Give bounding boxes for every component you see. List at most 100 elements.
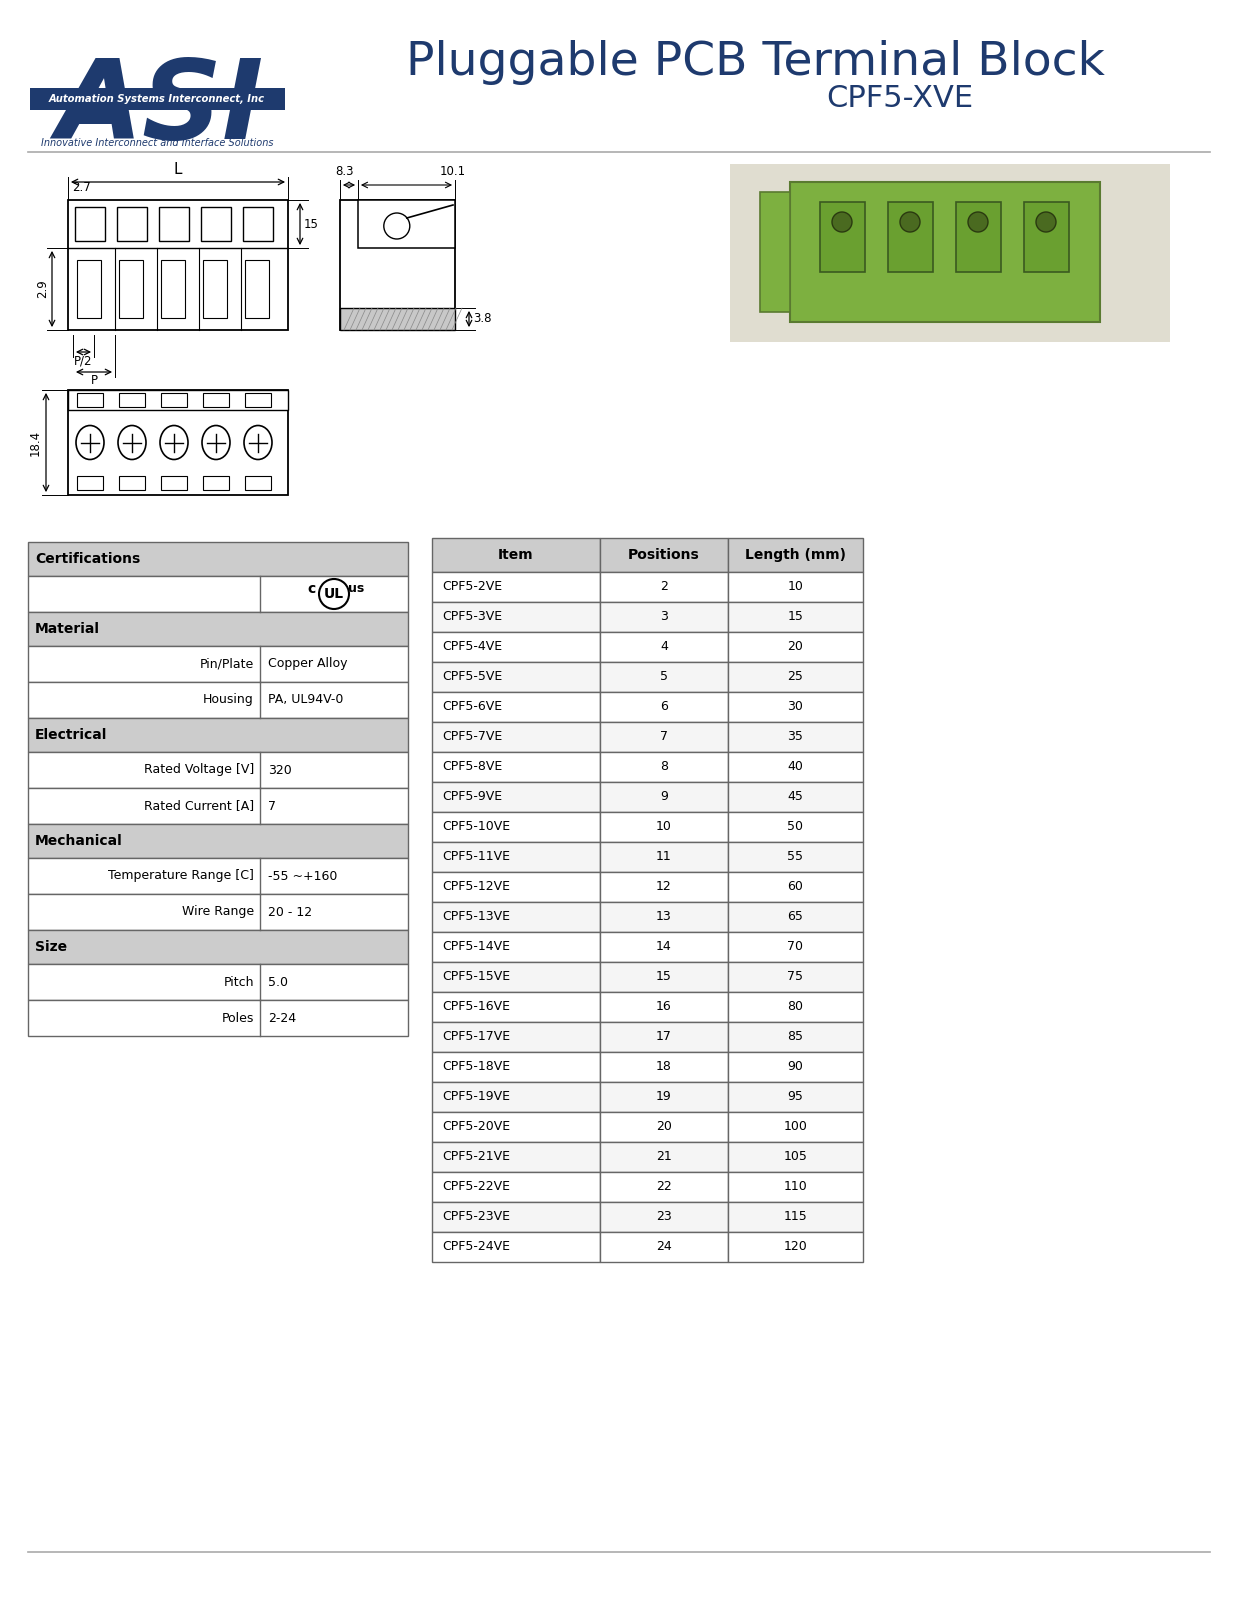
Text: 40: 40: [788, 760, 804, 773]
Bar: [68, 200, 288, 330]
Text: 10.1: 10.1: [440, 165, 466, 178]
Text: 95: 95: [788, 1091, 804, 1104]
Text: 14: 14: [656, 941, 672, 954]
Bar: [600, 1142, 729, 1171]
Ellipse shape: [118, 426, 146, 459]
Text: Automation Systems Interconnect, Inc: Automation Systems Interconnect, Inc: [49, 94, 265, 104]
Bar: [1024, 202, 1069, 272]
Text: Electrical: Electrical: [35, 728, 108, 742]
Bar: [956, 202, 1001, 272]
Bar: [28, 752, 408, 787]
Bar: [729, 1022, 863, 1053]
Bar: [30, 88, 285, 110]
Bar: [28, 963, 408, 1000]
Bar: [729, 662, 863, 691]
Bar: [600, 538, 729, 573]
Text: 20: 20: [656, 1120, 672, 1133]
Text: 18.4: 18.4: [28, 429, 42, 456]
Bar: [28, 646, 408, 682]
Text: CPF5-10VE: CPF5-10VE: [442, 821, 510, 834]
Text: 45: 45: [788, 790, 804, 803]
Text: Material: Material: [35, 622, 100, 635]
Bar: [729, 782, 863, 813]
Text: CPF5-18VE: CPF5-18VE: [442, 1061, 510, 1074]
Text: 60: 60: [788, 880, 804, 893]
Text: CPF5-17VE: CPF5-17VE: [442, 1030, 510, 1043]
Bar: [432, 842, 600, 872]
Bar: [432, 1142, 600, 1171]
Bar: [729, 722, 863, 752]
Bar: [432, 662, 600, 691]
Bar: [432, 992, 600, 1022]
Ellipse shape: [202, 426, 230, 459]
Bar: [888, 202, 933, 272]
Text: 85: 85: [788, 1030, 804, 1043]
Text: 20 - 12: 20 - 12: [268, 906, 312, 918]
Circle shape: [383, 213, 409, 238]
Bar: [245, 394, 271, 406]
Bar: [600, 931, 729, 962]
Text: 110: 110: [783, 1181, 808, 1194]
Bar: [68, 390, 288, 410]
Text: CPF5-14VE: CPF5-14VE: [442, 941, 510, 954]
Bar: [600, 722, 729, 752]
Bar: [600, 662, 729, 691]
Text: 7: 7: [268, 800, 276, 813]
Bar: [160, 206, 189, 242]
Text: 30: 30: [788, 701, 804, 714]
Bar: [432, 602, 600, 632]
Text: 65: 65: [788, 910, 804, 923]
Text: Innovative Interconnect and Interface Solutions: Innovative Interconnect and Interface So…: [41, 138, 273, 149]
Text: L: L: [173, 162, 182, 178]
Text: 75: 75: [788, 971, 804, 984]
Bar: [760, 192, 790, 312]
Bar: [432, 872, 600, 902]
Bar: [68, 390, 288, 494]
Circle shape: [969, 211, 988, 232]
Bar: [729, 902, 863, 931]
Bar: [600, 1082, 729, 1112]
Text: 55: 55: [788, 851, 804, 864]
Bar: [28, 930, 408, 963]
Bar: [729, 573, 863, 602]
Text: 16: 16: [656, 1000, 672, 1013]
Bar: [432, 1232, 600, 1262]
Text: CPF5-22VE: CPF5-22VE: [442, 1181, 510, 1194]
Text: CPF5-19VE: CPF5-19VE: [442, 1091, 510, 1104]
Text: Pluggable PCB Terminal Block: Pluggable PCB Terminal Block: [406, 40, 1105, 85]
Text: 13: 13: [656, 910, 672, 923]
Text: Pitch: Pitch: [224, 976, 254, 989]
Text: 2: 2: [661, 581, 668, 594]
Bar: [161, 394, 187, 406]
Bar: [600, 962, 729, 992]
Text: 3: 3: [661, 611, 668, 624]
Bar: [729, 931, 863, 962]
Bar: [729, 691, 863, 722]
Bar: [729, 872, 863, 902]
Bar: [729, 1171, 863, 1202]
Text: CPF5-23VE: CPF5-23VE: [442, 1211, 510, 1224]
Bar: [729, 1112, 863, 1142]
Text: Copper Alloy: Copper Alloy: [268, 658, 348, 670]
Bar: [28, 542, 408, 576]
Bar: [357, 200, 455, 248]
Bar: [729, 813, 863, 842]
Text: 11: 11: [656, 851, 672, 864]
Text: 3.8: 3.8: [473, 312, 491, 325]
Text: CPF5-XVE: CPF5-XVE: [826, 83, 974, 114]
Text: 19: 19: [656, 1091, 672, 1104]
Text: 80: 80: [788, 1000, 804, 1013]
Text: CPF5-21VE: CPF5-21VE: [442, 1150, 510, 1163]
Text: CPF5-5VE: CPF5-5VE: [442, 670, 502, 683]
Bar: [77, 394, 103, 406]
Text: -55 ~+160: -55 ~+160: [268, 869, 338, 883]
Text: 15: 15: [656, 971, 672, 984]
Text: Poles: Poles: [221, 1011, 254, 1024]
Bar: [432, 1053, 600, 1082]
Bar: [600, 573, 729, 602]
Bar: [820, 202, 865, 272]
Bar: [730, 165, 1170, 342]
Bar: [729, 1053, 863, 1082]
Text: 2-24: 2-24: [268, 1011, 296, 1024]
Bar: [161, 477, 187, 490]
